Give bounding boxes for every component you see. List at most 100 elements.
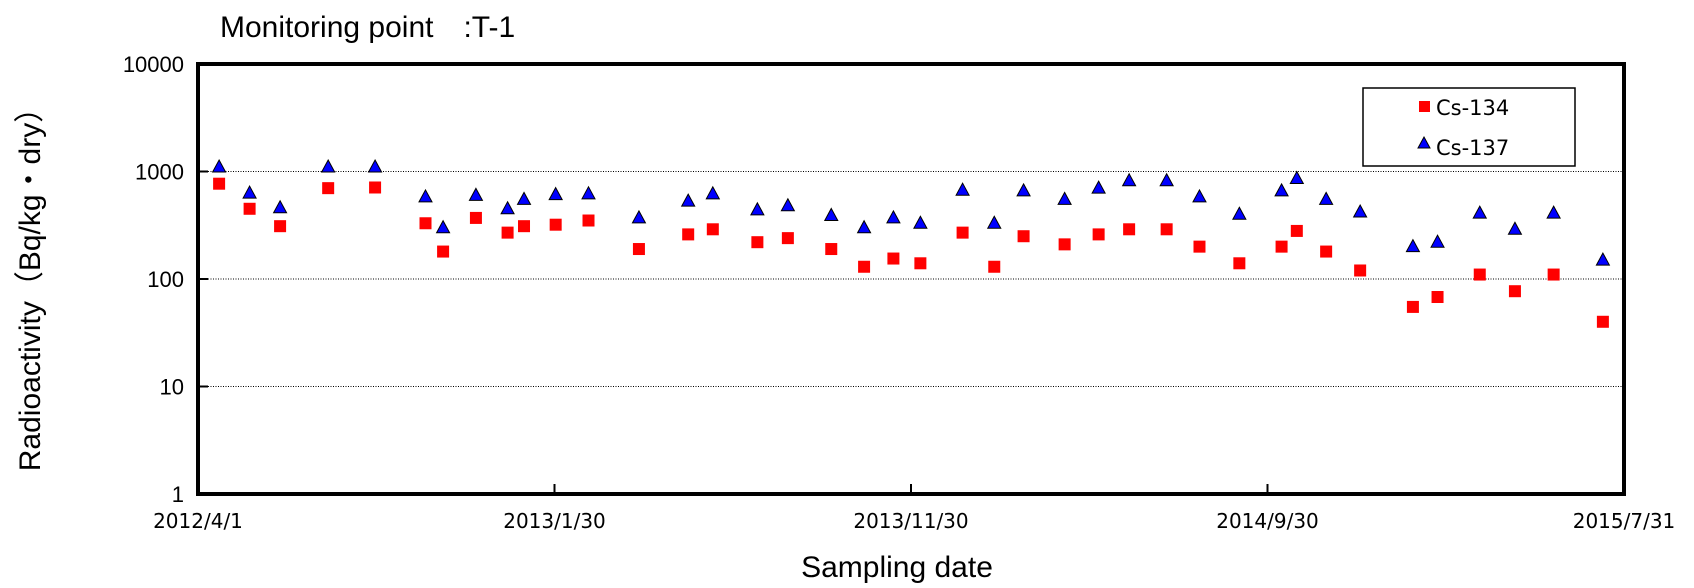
point-cs-134 (781, 232, 794, 245)
point-cs-134 (419, 217, 432, 230)
legend: Cs-134 Cs-137 (1362, 87, 1576, 167)
legend-label-cs-137: Cs-137 (1436, 136, 1509, 160)
point-cs-134 (501, 226, 514, 239)
x-tick-label: 2012/4/1 (153, 509, 243, 533)
point-cs-137 (823, 207, 839, 221)
point-cs-137 (1232, 206, 1247, 220)
x-tick-label: 2015/7/31 (1573, 509, 1676, 533)
point-cs-134 (1193, 240, 1206, 253)
point-cs-134 (274, 220, 287, 233)
point-cs-134 (1275, 240, 1288, 253)
point-cs-137 (1430, 234, 1445, 248)
point-cs-134 (1290, 224, 1303, 237)
x-axis-title: Sampling date (801, 551, 993, 584)
x-tick-label: 2014/9/30 (1216, 509, 1319, 533)
point-cs-137 (780, 197, 796, 212)
point-cs-137 (1121, 172, 1137, 187)
point-cs-134 (632, 243, 645, 256)
point-cs-137 (548, 186, 564, 201)
legend-marker-cs-137 (1417, 135, 1431, 149)
point-cs-137 (705, 185, 721, 200)
point-cs-137 (750, 201, 765, 216)
legend-label-cs-134: Cs-134 (1436, 96, 1509, 120)
point-cs-134 (825, 243, 838, 256)
y-tick-label: 100 (147, 267, 184, 292)
point-cs-134 (956, 226, 969, 239)
point-cs-137 (211, 159, 227, 173)
y-tick-label: 1 (172, 482, 184, 507)
point-cs-137 (435, 219, 451, 234)
point-cs-134 (1596, 315, 1609, 328)
y-tick-label: 10 (160, 375, 184, 400)
point-cs-134 (437, 245, 450, 258)
point-cs-134 (518, 220, 531, 233)
grid-lines (198, 171, 1624, 387)
point-cs-137 (516, 191, 532, 205)
point-cs-137 (418, 188, 433, 203)
data-points (211, 159, 1611, 328)
point-cs-137 (1352, 203, 1368, 218)
point-cs-134 (1547, 268, 1560, 281)
point-cs-137 (1595, 252, 1611, 266)
point-cs-134 (706, 223, 719, 236)
point-cs-137 (320, 159, 336, 173)
point-cs-134 (751, 236, 764, 249)
point-cs-137 (1091, 180, 1106, 194)
point-cs-137 (631, 209, 647, 224)
point-cs-134 (582, 214, 595, 227)
point-cs-137 (986, 215, 1002, 229)
point-cs-134 (1058, 238, 1071, 251)
point-cs-134 (1473, 268, 1486, 281)
point-cs-137 (1192, 188, 1207, 203)
point-cs-134 (682, 228, 695, 241)
point-cs-134 (887, 252, 900, 265)
y-tick-label: 10000 (123, 52, 184, 77)
point-cs-137 (272, 199, 288, 214)
point-cs-137 (1016, 182, 1031, 197)
point-cs-134 (369, 181, 382, 194)
point-cs-137 (680, 193, 696, 207)
point-cs-134 (549, 218, 562, 231)
y-tick-label: 1000 (135, 160, 184, 185)
point-cs-134 (1160, 223, 1173, 236)
point-cs-137 (468, 187, 484, 201)
point-cs-137 (1289, 170, 1305, 185)
point-cs-134 (1354, 264, 1367, 277)
legend-box (1362, 87, 1576, 167)
point-cs-137 (581, 185, 596, 200)
point-cs-137 (886, 209, 901, 224)
point-cs-134 (1431, 291, 1444, 304)
point-cs-137 (1057, 191, 1072, 205)
point-cs-134 (858, 260, 871, 273)
point-cs-134 (988, 260, 1001, 273)
point-cs-137 (1405, 238, 1421, 253)
point-cs-137 (913, 215, 928, 229)
point-cs-137 (1472, 205, 1488, 219)
point-cs-134 (213, 177, 226, 190)
point-cs-134 (1320, 245, 1333, 258)
point-cs-134 (322, 182, 335, 195)
point-cs-137 (1507, 221, 1523, 235)
x-axis-ticks: 2012/4/1 2013/1/30 2013/11/30 2014/9/30 2015… (153, 484, 1675, 533)
point-cs-134 (1092, 228, 1105, 241)
point-cs-137 (500, 200, 515, 215)
x-tick-label: 2013/11/30 (853, 509, 968, 533)
point-cs-134 (469, 211, 482, 224)
point-cs-137 (1546, 205, 1561, 219)
point-cs-134 (1123, 223, 1136, 236)
legend-marker-cs-134 (1419, 101, 1430, 112)
point-cs-134 (1508, 285, 1521, 298)
point-cs-137 (856, 219, 872, 234)
point-cs-134 (1233, 257, 1246, 270)
point-cs-134 (243, 202, 256, 215)
point-cs-134 (1017, 230, 1030, 243)
point-cs-137 (1274, 182, 1289, 197)
point-cs-134 (914, 257, 927, 270)
point-cs-137 (1159, 172, 1174, 187)
chart-title: Monitoring point :T-1 (220, 11, 515, 44)
y-axis-ticks: 1 10 100 1000 10000 (123, 52, 208, 507)
point-cs-137 (1318, 191, 1334, 205)
point-cs-137 (955, 182, 970, 196)
y-axis-title: Radioactivity（Bq/kg・dry） (14, 93, 47, 471)
